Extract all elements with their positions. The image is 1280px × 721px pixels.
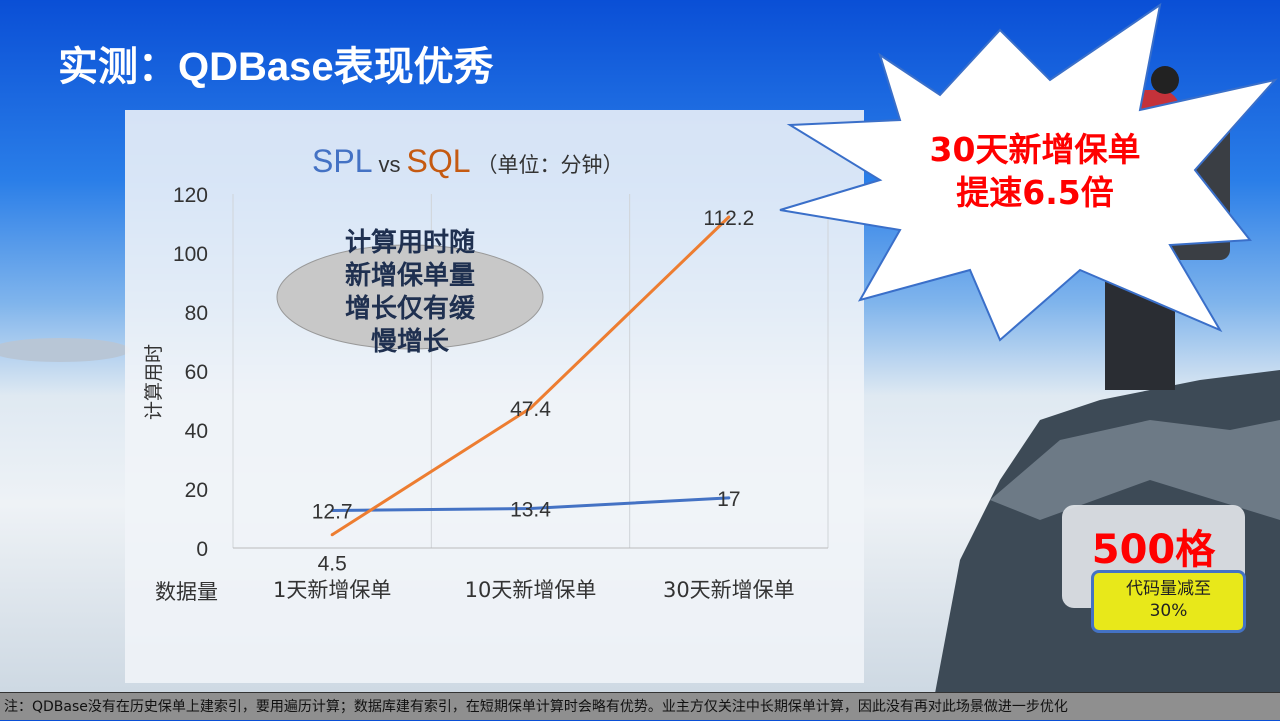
data-label: 17	[717, 488, 740, 511]
y-tick-label: 40	[185, 420, 208, 443]
annotation-text: 慢增长	[371, 326, 450, 357]
stat-label-box: 代码量减至 30%	[1091, 570, 1246, 633]
annotation-text: 计算用时随	[345, 227, 475, 258]
data-label: 112.2	[703, 207, 754, 230]
y-axis-label: 计算用时	[143, 344, 165, 420]
page-title: 实测：QDBase表现优秀	[58, 45, 494, 89]
data-point	[529, 406, 532, 410]
footnote: 注：QDBase没有在历史保单上建索引，要用遍历计算；数据库建有索引，在短期保单…	[0, 692, 1280, 720]
data-point	[330, 533, 334, 537]
stat-value: 500格	[1091, 527, 1216, 573]
chart-panel	[125, 110, 864, 683]
stat-label-line1: 代码量减至	[1126, 579, 1211, 599]
annotation-text: 新增保单量	[345, 260, 475, 291]
data-label: 47.4	[510, 398, 551, 421]
x-tick-label: 1天新增保单	[273, 578, 391, 602]
data-label: 12.7	[312, 501, 353, 524]
y-tick-label: 60	[185, 361, 208, 384]
y-tick-label: 20	[185, 479, 208, 502]
x-tick-label: 10天新增保单	[465, 578, 597, 602]
data-label: 4.5	[318, 553, 347, 576]
x-axis-label: 数据量	[155, 580, 218, 604]
y-tick-label: 0	[196, 538, 208, 561]
data-point	[529, 506, 532, 510]
data-point	[727, 215, 731, 219]
speedup-callout: 30天新增保单 提速6.5倍	[905, 128, 1165, 214]
chart-title: SPL vs SQL （单位：分钟）	[312, 143, 624, 179]
y-tick-label: 100	[173, 243, 208, 266]
y-tick-label: 120	[173, 184, 208, 207]
callout-line1: 30天新增保单	[929, 130, 1141, 169]
callout-line2: 提速6.5倍	[956, 173, 1114, 212]
x-tick-label: 30天新增保单	[663, 578, 795, 602]
y-tick-label: 80	[185, 302, 208, 325]
data-point	[727, 496, 731, 500]
stat-label-line2: 30%	[1149, 601, 1188, 621]
data-point	[330, 509, 334, 513]
annotation-ellipse	[276, 244, 544, 350]
annotation-text: 增长仅有缓	[345, 293, 476, 324]
data-label: 13.4	[510, 498, 551, 521]
